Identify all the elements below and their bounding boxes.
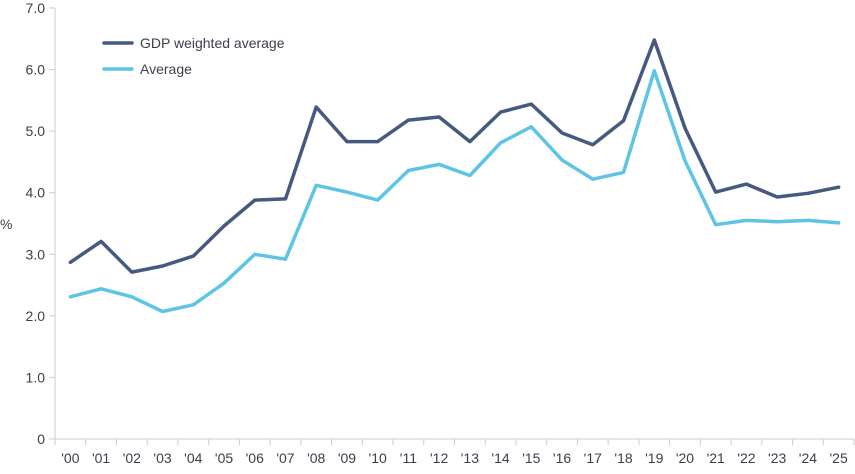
x-tick-label: '10	[369, 450, 387, 466]
data-point	[161, 264, 165, 268]
x-tick-label: '23	[768, 450, 786, 466]
series-line-average	[68, 69, 841, 314]
data-point	[130, 270, 134, 274]
legend-label: GDP weighted average	[140, 35, 285, 51]
y-tick-label: 0	[37, 431, 45, 447]
x-tick-label: '24	[799, 450, 817, 466]
data-point	[222, 224, 226, 228]
data-point	[744, 218, 748, 222]
x-tick-label: '21	[707, 450, 725, 466]
data-point	[283, 257, 287, 261]
legend-label: Average	[140, 61, 192, 77]
data-point	[591, 143, 595, 147]
data-point	[714, 190, 718, 194]
y-tick-label: 7.0	[26, 0, 46, 16]
data-point	[683, 159, 687, 163]
series-line-gdp-weighted-average	[68, 38, 841, 274]
data-point	[345, 190, 349, 194]
data-point	[806, 191, 810, 195]
x-tick-label: '22	[737, 450, 755, 466]
x-axis: '00 '01 '02 '03 '04 '05 '06 '07 '08 '09 '10 '11 '12 '…	[54, 438, 855, 466]
y-tick-label: 3.0	[26, 246, 46, 262]
data-point	[437, 115, 441, 119]
data-point	[191, 303, 195, 307]
data-point	[99, 287, 103, 291]
y-axis: 0 1.0 2.0 3.0 4.0 5.0 6.0 7.0	[26, 0, 56, 447]
data-point	[499, 141, 503, 145]
data-point	[314, 105, 318, 109]
data-point	[529, 102, 533, 106]
x-tick-label: '13	[461, 450, 479, 466]
x-tick-label: '03	[153, 450, 171, 466]
x-tick-label: '08	[307, 450, 325, 466]
data-point	[253, 252, 257, 256]
data-point	[744, 182, 748, 186]
data-point	[283, 197, 287, 201]
data-point	[622, 119, 626, 123]
legend: GDP weighted average Average	[102, 35, 285, 77]
data-point	[591, 177, 595, 181]
data-point	[468, 140, 472, 144]
x-tick-label: '14	[491, 450, 509, 466]
data-point	[68, 260, 72, 264]
data-point	[837, 221, 841, 225]
x-tick-label: '09	[338, 450, 356, 466]
y-tick-label: 5.0	[26, 123, 46, 139]
x-tick-label: '15	[522, 450, 540, 466]
x-tick-label: '07	[276, 450, 294, 466]
data-point	[775, 220, 779, 224]
data-point	[837, 185, 841, 189]
data-point	[99, 239, 103, 243]
data-point	[376, 140, 380, 144]
x-tick-label: '25	[830, 450, 848, 466]
y-tick-label: 2.0	[26, 308, 46, 324]
data-point	[714, 223, 718, 227]
y-tick-label: 1.0	[26, 369, 46, 385]
x-tick-label: '17	[584, 450, 602, 466]
data-point	[806, 218, 810, 222]
x-tick-label: '01	[92, 450, 110, 466]
x-tick-label: '12	[430, 450, 448, 466]
data-point	[622, 170, 626, 174]
data-point	[406, 118, 410, 122]
x-tick-label: '11	[400, 450, 417, 466]
data-point	[191, 254, 195, 258]
data-point	[499, 110, 503, 114]
data-point	[529, 125, 533, 129]
data-point	[560, 158, 564, 162]
x-tick-label: '18	[614, 450, 632, 466]
data-point	[161, 310, 165, 314]
x-tick-label: '20	[676, 450, 694, 466]
x-tick-label: '00	[61, 450, 79, 466]
data-point	[376, 198, 380, 202]
data-point	[68, 295, 72, 299]
data-point	[652, 69, 656, 73]
data-point	[345, 140, 349, 144]
x-tick-label: '02	[123, 450, 141, 466]
data-point	[683, 126, 687, 130]
y-tick-label: 6.0	[26, 62, 46, 78]
data-point	[437, 162, 441, 166]
data-point	[468, 173, 472, 177]
data-point	[222, 281, 226, 285]
x-tick-label: '19	[645, 450, 663, 466]
x-tick-label: '16	[553, 450, 571, 466]
data-point	[652, 38, 656, 42]
x-tick-label: '05	[215, 450, 233, 466]
y-axis-title: %	[0, 216, 12, 232]
data-point	[314, 183, 318, 187]
x-tick-label: '06	[246, 450, 264, 466]
data-point	[560, 131, 564, 135]
data-point	[406, 169, 410, 173]
data-point	[775, 195, 779, 199]
x-tick-label: '04	[184, 450, 202, 466]
data-point	[253, 198, 257, 202]
data-point	[130, 295, 134, 299]
series-lines	[68, 38, 841, 314]
y-tick-label: 4.0	[26, 185, 46, 201]
